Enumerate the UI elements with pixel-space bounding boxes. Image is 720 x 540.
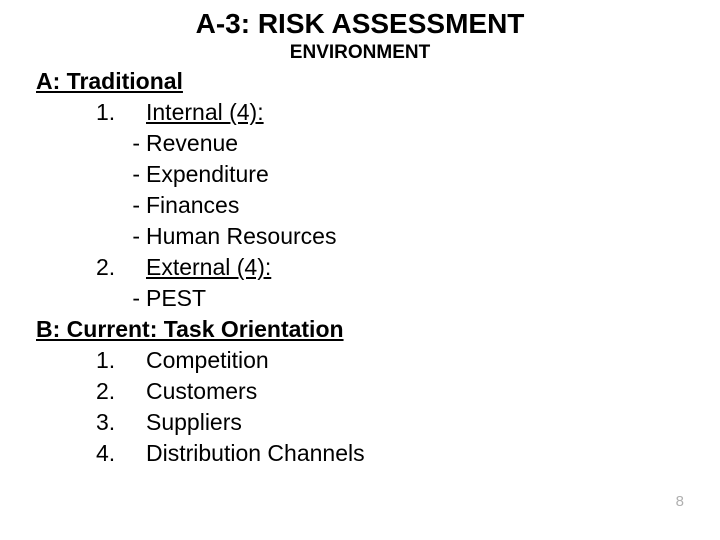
item-number: 2. [36,252,146,283]
list-item: 3. Suppliers [36,407,684,438]
bullet-text: Human Resources [146,221,684,252]
item-number: 4. [36,438,146,469]
list-item: 1. Competition [36,345,684,376]
item-label: Competition [146,345,684,376]
list-item: 2. External (4): [36,252,684,283]
bullet-item: -Finances [36,190,684,221]
bullet-item: -Human Resources [36,221,684,252]
bullet-text: Expenditure [146,159,684,190]
bullet-item: -PEST [36,283,684,314]
item-number: 1. [36,97,146,128]
page-number: 8 [676,493,684,510]
list-item: 2. Customers [36,376,684,407]
item-label: External (4): [146,252,684,283]
bullet-item: -Revenue [36,128,684,159]
slide: A-3: RISK ASSESSMENT ENVIRONMENT A: Trad… [0,0,720,540]
slide-body: A: Traditional 1. Internal (4): -Revenue… [36,66,684,469]
bullet-text: PEST [146,283,684,314]
slide-title: A-3: RISK ASSESSMENT [36,8,684,40]
list-item: 1. Internal (4): [36,97,684,128]
item-label: Customers [146,376,684,407]
list-item: 4. Distribution Channels [36,438,684,469]
bullet-item: -Expenditure [36,159,684,190]
item-label: Suppliers [146,407,684,438]
slide-subtitle: ENVIRONMENT [36,42,684,64]
item-number: 3. [36,407,146,438]
item-label: Distribution Channels [146,438,684,469]
section-b-heading: B: Current: Task Orientation [36,314,684,345]
bullet-text: Revenue [146,128,684,159]
item-number: 1. [36,345,146,376]
section-a-heading: A: Traditional [36,66,684,97]
item-number: 2. [36,376,146,407]
bullet-text: Finances [146,190,684,221]
item-label: Internal (4): [146,97,684,128]
